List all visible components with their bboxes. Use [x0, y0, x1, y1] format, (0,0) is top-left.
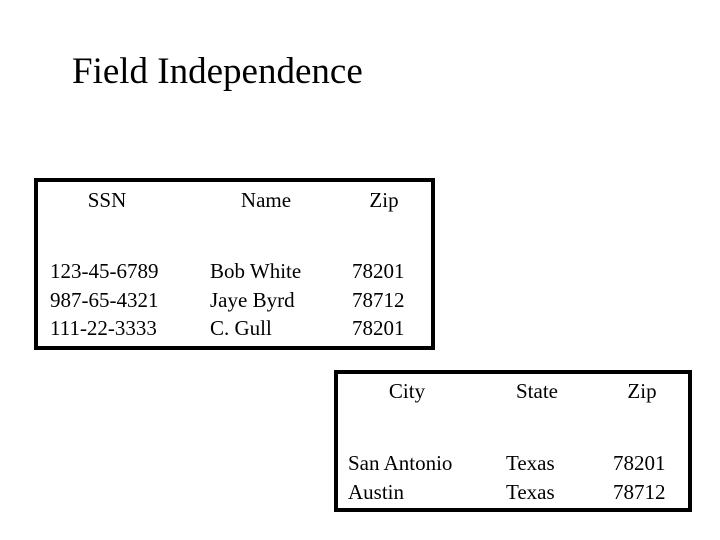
- table-cell: C. Gull: [210, 316, 272, 340]
- slide-title: Field Independence: [72, 51, 363, 92]
- table-cell: 111-22-3333: [50, 316, 157, 340]
- table-cell: Austin: [348, 480, 405, 504]
- table-cell: Jaye Byrd: [210, 288, 295, 312]
- table-cell: 78712: [613, 480, 666, 504]
- column-header: SSN: [87, 188, 127, 212]
- table-border: [34, 178, 435, 350]
- table-cell: 78201: [352, 316, 405, 340]
- column-header: Name: [240, 188, 292, 212]
- table-cell: Bob White: [210, 259, 302, 283]
- table-cell: San Antonio: [348, 451, 453, 475]
- table-cell: 78712: [352, 288, 405, 312]
- table-cell: Texas: [506, 451, 555, 475]
- column-header: Zip: [627, 379, 657, 403]
- column-header: State: [516, 379, 558, 403]
- table-cell: 123-45-6789: [50, 259, 159, 283]
- column-header: Zip: [369, 188, 399, 212]
- table-cell: 78201: [613, 451, 666, 475]
- table-cell: 987-65-4321: [50, 288, 159, 312]
- table-cell: Texas: [506, 480, 555, 504]
- table-cell: 78201: [352, 259, 405, 283]
- column-header: City: [388, 379, 426, 403]
- table-border: [334, 370, 692, 512]
